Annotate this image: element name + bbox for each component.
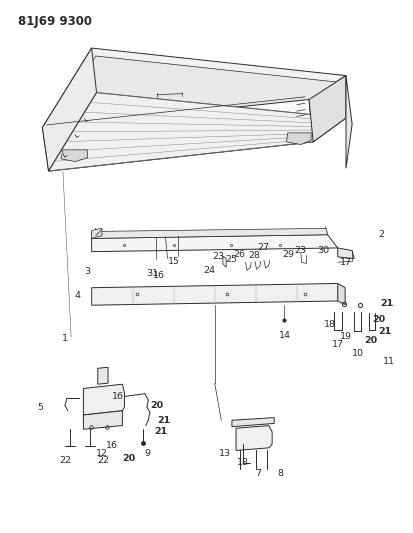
Text: 15: 15 bbox=[168, 257, 180, 265]
Text: 26: 26 bbox=[233, 251, 245, 260]
Polygon shape bbox=[83, 411, 122, 429]
Text: 18: 18 bbox=[323, 320, 336, 329]
Text: 3: 3 bbox=[85, 268, 90, 276]
Text: 17: 17 bbox=[340, 258, 352, 266]
Text: 30: 30 bbox=[317, 246, 330, 255]
Text: 1: 1 bbox=[62, 334, 68, 343]
Polygon shape bbox=[92, 228, 328, 238]
Text: 16: 16 bbox=[106, 441, 118, 450]
Text: 24: 24 bbox=[203, 266, 215, 275]
Text: 21: 21 bbox=[380, 299, 394, 308]
Text: 23: 23 bbox=[295, 246, 307, 255]
Polygon shape bbox=[346, 76, 352, 168]
Polygon shape bbox=[49, 56, 341, 130]
Text: 29: 29 bbox=[282, 251, 294, 260]
Polygon shape bbox=[92, 235, 338, 252]
Text: 28: 28 bbox=[249, 252, 261, 261]
Text: 13: 13 bbox=[219, 449, 231, 458]
Text: 22: 22 bbox=[59, 456, 71, 465]
Polygon shape bbox=[43, 100, 313, 171]
Polygon shape bbox=[236, 425, 272, 450]
Text: 16: 16 bbox=[112, 392, 124, 401]
Polygon shape bbox=[287, 133, 311, 144]
Text: 25: 25 bbox=[225, 255, 237, 264]
Text: 20: 20 bbox=[151, 401, 164, 410]
Polygon shape bbox=[61, 150, 88, 161]
Text: 14: 14 bbox=[278, 331, 290, 340]
Text: 4: 4 bbox=[74, 291, 80, 300]
Text: 23: 23 bbox=[213, 253, 225, 262]
Polygon shape bbox=[338, 284, 345, 305]
Text: 9: 9 bbox=[144, 449, 150, 458]
Polygon shape bbox=[223, 256, 226, 268]
Polygon shape bbox=[98, 367, 108, 384]
Text: 20: 20 bbox=[372, 315, 385, 324]
Polygon shape bbox=[43, 48, 346, 127]
Text: 7: 7 bbox=[255, 469, 261, 478]
Text: 10: 10 bbox=[352, 350, 364, 359]
Text: 2: 2 bbox=[378, 230, 384, 239]
Text: 12: 12 bbox=[96, 449, 108, 458]
Polygon shape bbox=[83, 384, 124, 415]
Text: 21: 21 bbox=[154, 427, 167, 437]
Text: 31: 31 bbox=[146, 269, 159, 278]
Polygon shape bbox=[43, 48, 97, 171]
Polygon shape bbox=[92, 228, 102, 238]
Text: 11: 11 bbox=[383, 358, 395, 367]
Text: 20: 20 bbox=[364, 336, 377, 345]
Text: 5: 5 bbox=[37, 402, 43, 411]
Polygon shape bbox=[338, 248, 354, 259]
Polygon shape bbox=[232, 418, 274, 426]
Text: 16: 16 bbox=[153, 271, 165, 280]
Text: 20: 20 bbox=[122, 454, 135, 463]
Polygon shape bbox=[92, 284, 338, 305]
Text: 19: 19 bbox=[340, 332, 352, 341]
Text: 27: 27 bbox=[257, 244, 269, 253]
Text: 17: 17 bbox=[332, 341, 344, 350]
Text: 22: 22 bbox=[97, 456, 109, 465]
Polygon shape bbox=[49, 93, 346, 171]
Text: 21: 21 bbox=[157, 416, 170, 425]
Text: 8: 8 bbox=[278, 469, 283, 478]
Text: 21: 21 bbox=[378, 327, 392, 336]
Polygon shape bbox=[309, 76, 346, 142]
Text: 18: 18 bbox=[237, 458, 249, 467]
Text: 81J69 9300: 81J69 9300 bbox=[18, 14, 92, 28]
